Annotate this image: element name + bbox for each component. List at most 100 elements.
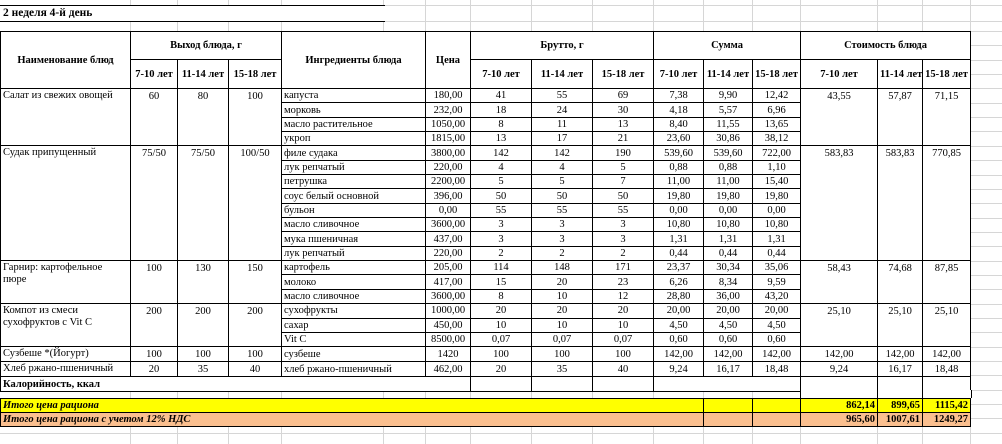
gross-cell[interactable]: 55 [531,87,593,104]
col-header-yield[interactable]: Выход блюда, г [130,31,282,60]
age-header[interactable]: 7-10 лет [800,59,879,89]
gross-cell[interactable]: 55 [470,202,532,219]
yield-cell[interactable]: 60 [130,87,178,147]
price-cell[interactable]: 462,00 [425,361,471,378]
age-header[interactable]: 7-10 лет [470,59,532,89]
sum-cell[interactable]: 9,90 [703,87,754,104]
sum-cell[interactable]: 15,40 [752,174,802,190]
sum-cell[interactable]: 43,20 [752,288,802,305]
sum-cell[interactable]: 23,37 [653,260,705,276]
ingredient-cell[interactable]: лук репчатый [281,245,426,262]
sum-cell[interactable]: 11,00 [703,174,754,190]
age-header[interactable]: 11-14 лет [877,59,924,89]
price-cell[interactable]: 396,00 [425,188,471,204]
sum-cell[interactable]: 142,00 [653,346,705,363]
gross-cell[interactable]: 7 [591,174,655,190]
gross-cell[interactable]: 13 [470,131,532,147]
gross-cell[interactable]: 24 [531,102,593,118]
col-header-sum[interactable]: Сумма [653,31,802,60]
gross-cell[interactable]: 40 [591,361,655,378]
gross-cell[interactable]: 21 [591,131,655,147]
price-cell[interactable]: 1420 [425,346,471,363]
sum-cell[interactable]: 0,88 [653,159,705,176]
age-header[interactable]: 15-18 лет [922,59,972,89]
price-cell[interactable]: 3600,00 [425,288,471,305]
yield-cell[interactable]: 100 [130,260,178,305]
sum-cell[interactable]: 19,80 [752,188,802,204]
price-cell[interactable]: 1050,00 [425,116,471,133]
total-value-cell[interactable]: 862,14 [800,398,878,413]
ingredient-cell[interactable]: масло сливочное [281,288,426,305]
sum-cell[interactable]: 38,12 [752,131,802,147]
sum-cell[interactable]: 722,00 [752,145,802,161]
col-header-ingredients[interactable]: Ингредиенты блюда [281,31,426,89]
yield-cell[interactable]: 80 [177,87,229,147]
cost-cell[interactable]: 25,10 [800,303,879,348]
sum-cell[interactable]: 142,00 [752,346,802,363]
gross-cell[interactable]: 15 [470,274,532,290]
gross-cell[interactable]: 142 [531,145,593,161]
age-header[interactable]: 7-10 лет [653,59,705,89]
price-cell[interactable]: 417,00 [425,274,471,290]
sum-cell[interactable]: 12,42 [752,87,802,104]
yield-cell[interactable]: 150 [228,260,282,305]
cost-cell[interactable]: 58,43 [800,260,879,305]
price-cell[interactable]: 220,00 [425,245,471,262]
gross-cell[interactable]: 114 [470,260,532,276]
cost-cell[interactable]: 57,87 [877,87,924,147]
gross-cell[interactable]: 0,07 [470,331,532,348]
sum-cell[interactable]: 10,80 [752,217,802,233]
ingredient-cell[interactable]: лук репчатый [281,159,426,176]
age-header[interactable]: 15-18 лет [228,59,282,89]
sum-cell[interactable]: 23,60 [653,131,705,147]
dish-cell[interactable]: Судак припущенный [0,145,131,262]
age-header[interactable]: 11-14 лет [531,59,593,89]
gross-cell[interactable]: 10 [470,317,532,333]
dish-cell[interactable]: Гарнир: картофельное пюре [0,260,131,305]
gross-cell[interactable]: 20 [531,274,593,290]
sum-cell[interactable]: 0,44 [752,245,802,262]
empty-cell[interactable] [531,376,593,393]
sum-cell[interactable]: 19,80 [653,188,705,204]
gross-cell[interactable]: 55 [591,202,655,219]
sum-cell[interactable]: 0,00 [653,202,705,219]
empty-cell[interactable] [703,398,753,413]
sum-cell[interactable]: 19,80 [703,188,754,204]
sum-cell[interactable]: 0,00 [703,202,754,219]
price-cell[interactable]: 2200,00 [425,174,471,190]
gross-cell[interactable]: 100 [470,346,532,363]
gross-cell[interactable]: 3 [470,231,532,247]
sum-cell[interactable]: 1,31 [653,231,705,247]
gross-cell[interactable]: 142 [470,145,532,161]
sum-cell[interactable]: 1,31 [752,231,802,247]
sum-cell[interactable]: 7,38 [653,87,705,104]
ingredient-cell[interactable]: укроп [281,131,426,147]
sum-cell[interactable]: 539,60 [653,145,705,161]
sum-cell[interactable]: 30,34 [703,260,754,276]
cost-cell[interactable]: 770,85 [922,145,972,262]
sum-cell[interactable]: 10,80 [703,217,754,233]
col-header-price[interactable]: Цена [425,31,471,89]
cost-cell[interactable]: 43,55 [800,87,879,147]
age-header[interactable]: 11-14 лет [703,59,754,89]
price-cell[interactable]: 220,00 [425,159,471,176]
gross-cell[interactable]: 0,07 [531,331,593,348]
gross-cell[interactable]: 190 [591,145,655,161]
price-cell[interactable]: 232,00 [425,102,471,118]
gross-cell[interactable]: 2 [470,245,532,262]
gross-cell[interactable]: 3 [591,231,655,247]
price-cell[interactable]: 1815,00 [425,131,471,147]
sum-cell[interactable]: 9,59 [752,274,802,290]
gross-cell[interactable]: 13 [591,116,655,133]
empty-cell[interactable] [703,412,753,427]
sum-cell[interactable]: 20,00 [752,303,802,319]
yield-cell[interactable]: 200 [130,303,178,348]
sum-cell[interactable]: 20,00 [703,303,754,319]
yield-cell[interactable]: 200 [228,303,282,348]
gross-cell[interactable]: 5 [470,174,532,190]
cost-cell[interactable]: 9,24 [800,361,879,378]
sum-cell[interactable]: 0,44 [653,245,705,262]
ingredient-cell[interactable]: масло сливочное [281,217,426,233]
sum-cell[interactable]: 35,06 [752,260,802,276]
gross-cell[interactable]: 3 [470,217,532,233]
